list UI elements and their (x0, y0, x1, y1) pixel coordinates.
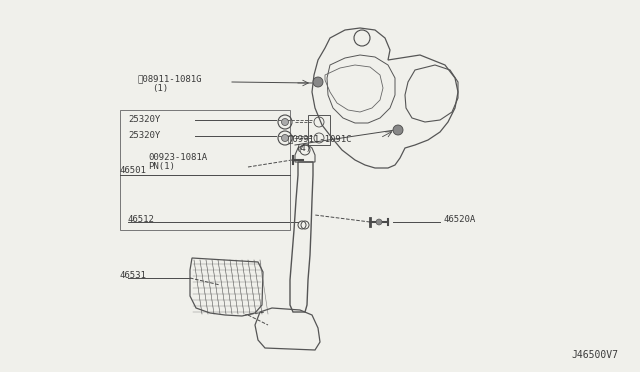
Text: ⓝ09911-1091C: ⓝ09911-1091C (288, 135, 353, 144)
Text: 46531: 46531 (120, 272, 147, 280)
Circle shape (376, 219, 382, 225)
Bar (120, 110, 290, 230)
Text: 46512: 46512 (128, 215, 155, 224)
Text: (1): (1) (152, 83, 168, 93)
Text: 46520A: 46520A (443, 215, 476, 224)
Text: ⓝ08911-1081G: ⓝ08911-1081G (138, 74, 202, 83)
Circle shape (313, 77, 323, 87)
Text: PN(1): PN(1) (148, 163, 175, 171)
Text: 25320Y: 25320Y (128, 131, 160, 140)
Circle shape (393, 125, 403, 135)
Text: 00923-1081A: 00923-1081A (148, 154, 207, 163)
Text: (4): (4) (295, 144, 311, 153)
Text: J46500V7: J46500V7 (571, 350, 618, 360)
Circle shape (282, 135, 289, 141)
Circle shape (282, 119, 289, 125)
Text: 46501: 46501 (120, 166, 147, 175)
Text: 25320Y: 25320Y (128, 115, 160, 124)
